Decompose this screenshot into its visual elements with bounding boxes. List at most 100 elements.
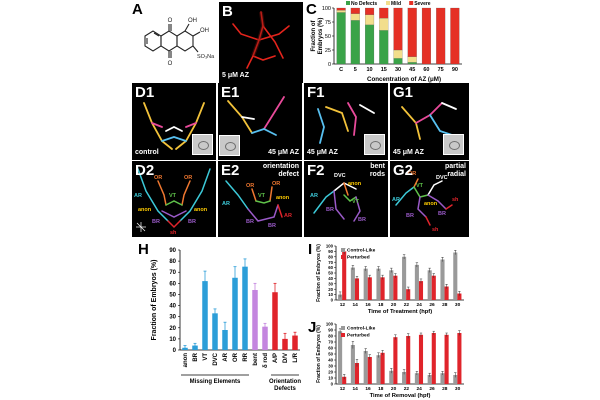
panel-label-i: I <box>308 241 313 258</box>
i-bar-perturbed <box>431 275 436 300</box>
j-bar-control-like <box>376 355 381 384</box>
anthraquinone-structure: O OH OH SO₃Na O <box>144 18 215 67</box>
d2-label-sh: sh <box>170 230 177 236</box>
g2-label-br-right: BR <box>438 211 446 217</box>
h-y-tick-label: 60 <box>169 281 176 287</box>
c-bar-no-defects <box>350 20 360 65</box>
g2-label-dvc: DVC <box>436 175 448 181</box>
c-bar-no-defects <box>336 12 346 65</box>
i-bar-control-like <box>350 267 355 300</box>
c-bar-mild <box>407 56 417 63</box>
c-bar-severe <box>379 7 389 19</box>
panel-j-chart: J 0 10 20 30 40 50 60 70 80 90 100 12 14 16 18 20 22 24 26… <box>306 318 470 400</box>
panel-label-f2: F2 <box>307 162 325 179</box>
g2-label-ar: AR <box>392 197 400 203</box>
j-y-tick-label: 10 <box>328 376 333 381</box>
i-bar-perturbed <box>380 277 385 300</box>
g2-label-or: OR <box>408 171 416 177</box>
e1-skeleton-image <box>227 96 285 136</box>
j-x-tick-label: 26 <box>429 386 435 392</box>
c-y-tick-label: 25 <box>325 48 331 54</box>
panel-label-e1: E1 <box>221 84 240 101</box>
i-y-tick-label: 80 <box>328 254 333 259</box>
c-y-tick-label: 50 <box>325 34 331 40</box>
i-y-tick-label: 90 <box>328 249 333 254</box>
j-x-axis-label: Time of Removal (hpf) <box>370 393 431 399</box>
h-group-label: Orientation <box>269 379 301 385</box>
i-y-tick-label: 70 <box>328 260 333 265</box>
g2-label-br-left: BR <box>406 213 414 219</box>
i-y-tick-label: 40 <box>328 276 333 281</box>
i-bar-control-like <box>453 252 458 300</box>
panel-label-e2: E2 <box>221 162 240 179</box>
g2-label-anon: anon <box>424 201 438 207</box>
j-x-tick-label: 16 <box>365 386 371 392</box>
e2-label-vt: VT <box>258 193 266 199</box>
h-y-tick-label: 10 <box>169 337 176 343</box>
atom-o-bottom: O <box>168 61 173 67</box>
i-bar-control-like <box>363 268 368 300</box>
h-bar <box>242 266 248 350</box>
panel-b-micrograph: B 5 μM AZ <box>219 2 303 83</box>
c-x-axis-label: Concentration of AZ (μM) <box>367 76 441 83</box>
i-x-tick-label: 26 <box>429 302 435 308</box>
c-bar-mild <box>336 10 346 13</box>
h-y-tick-label: 20 <box>169 326 176 332</box>
i-legend-label: Control-Like <box>347 248 376 254</box>
c-bar-no-defects <box>379 30 389 65</box>
j-legend-label: Perturbed <box>347 333 370 339</box>
panel-f2-caption: bent rods <box>369 163 385 178</box>
d1-embryo-inset <box>192 134 213 155</box>
i-bar-perturbed <box>444 286 449 300</box>
atom-so3na: SO₃Na <box>197 54 215 60</box>
j-x-tick-label: 30 <box>455 386 461 392</box>
panel-e2-schematic: AR OR VT OR BR anon BR AR E2 orientation… <box>218 161 302 237</box>
j-bar-control-like <box>363 351 368 384</box>
h-bar <box>292 335 298 350</box>
h-bar <box>202 281 208 350</box>
c-x-tick-label: 15 <box>381 67 387 73</box>
atom-oh-2: OH <box>200 28 209 34</box>
i-x-tick-label: 22 <box>404 302 410 308</box>
stacked-bar-chart-c: 0 25 50 75 100 C 5 10 15 30 45 60 75 90 No Defects Mild… <box>311 1 462 83</box>
j-bar-perturbed <box>431 333 436 384</box>
j-bar-perturbed <box>406 336 411 384</box>
c-y-tick-label: 0 <box>328 62 331 68</box>
h-bar <box>252 290 258 350</box>
d2-label-br-left: BR <box>152 219 160 225</box>
c-x-tick-label: 10 <box>366 67 372 73</box>
panel-f1-caption: 45 μM AZ <box>307 149 338 156</box>
c-bar-severe <box>350 7 360 14</box>
c-y-axis-label: Fraction of <box>311 19 317 51</box>
h-x-tick-label: VT <box>203 353 209 361</box>
f1-embryo-inset <box>364 134 385 155</box>
i-bar-control-like <box>402 256 407 300</box>
h-x-tick-label: RR <box>243 352 249 361</box>
d2-label-vt: VT <box>169 193 177 199</box>
f2-label-dvc: DVC <box>334 173 346 179</box>
h-group-label: Defects <box>274 386 296 392</box>
h-x-tick-label: bent <box>253 353 259 366</box>
i-bar-perturbed <box>393 275 398 300</box>
panel-label-c: C <box>306 1 317 18</box>
h-y-tick-label: 50 <box>169 292 176 298</box>
h-bar <box>282 338 288 350</box>
j-bar-perturbed <box>342 376 347 384</box>
h-y-axis-label: Fraction of Embryos (%) <box>151 260 158 341</box>
e2-label-ar: AR <box>222 201 230 207</box>
atom-o-top: O <box>168 18 173 24</box>
i-y-tick-label: 60 <box>328 265 333 270</box>
panel-label-f1: F1 <box>307 84 325 101</box>
e2-label-br-right: BR <box>268 223 276 229</box>
i-bar-perturbed <box>418 281 424 300</box>
i-y-tick-label: 10 <box>328 292 333 297</box>
i-legend-swatch <box>341 248 345 252</box>
d2-schematic-drawing: AR OR VT OR anon BR BR anon sh <box>134 168 211 236</box>
h-x-tick-label: OR <box>233 352 239 362</box>
h-y-tick-label: 80 <box>169 259 176 265</box>
g2-schematic-drawing: OR VT DVC AR anon BR BR sh sh <box>392 171 459 233</box>
i-bar-perturbed <box>354 278 360 300</box>
h-bar <box>272 292 278 350</box>
